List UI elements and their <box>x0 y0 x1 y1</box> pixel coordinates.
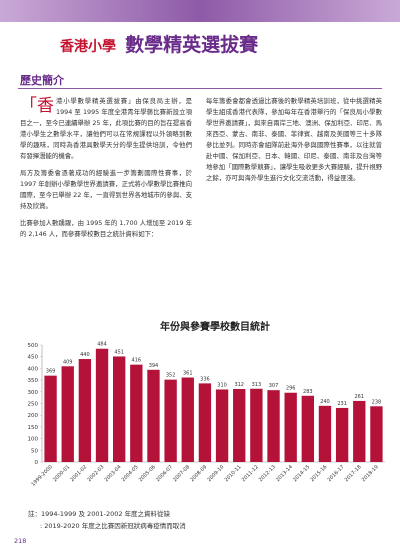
y-tick-label: 0 <box>35 460 39 466</box>
title-small: 香港小學 <box>60 39 116 55</box>
chart-title: 年份與參賽學校數目統計 <box>160 320 270 333</box>
value-label: 307 <box>269 383 279 389</box>
bar <box>130 364 143 462</box>
x-tick-label: 2016-17 <box>327 464 346 483</box>
x-tick-label: 2013-14 <box>275 464 294 483</box>
bar <box>198 383 212 462</box>
value-label: 361 <box>183 371 193 377</box>
x-tick-label: 2006-07 <box>155 464 174 483</box>
x-tick-label: 2015-16 <box>309 464 328 483</box>
y-tick-label: 250 <box>28 402 39 408</box>
value-label: 310 <box>217 382 227 388</box>
paragraph: 比賽參加人數踴躍，由 1995 年的 1,700 人增加至 2019 年的 2,… <box>20 219 192 238</box>
y-tick-label: 50 <box>31 448 38 454</box>
note: 註：1994-1999 及 2001-2002 年度之資料從缺 <box>28 510 171 518</box>
x-tick-label: 2011-12 <box>241 464 260 483</box>
value-label: 440 <box>80 352 90 358</box>
paragraph: 局方及籌委會憑著成功的經驗進一步籌劃國際性賽事，於 1997 年創辦小學數學世界… <box>20 169 192 210</box>
title-large: 數學精英選拔賽 <box>125 34 259 56</box>
x-tick-label: 2010-11 <box>224 464 243 483</box>
bar <box>113 356 126 462</box>
x-tick-label: 2002-03 <box>86 464 105 483</box>
drop-cap: 「香 <box>20 96 54 116</box>
section-rule <box>18 88 382 89</box>
x-tick-label: 2009-10 <box>206 464 225 483</box>
bar <box>164 379 177 462</box>
x-tick-label: 2004-05 <box>121 464 140 483</box>
bar <box>284 392 297 462</box>
value-label: 369 <box>46 369 56 375</box>
value-label: 313 <box>252 382 262 388</box>
right-column: 每年籌委會都會透過比賽後的數學精英培訓班，從中挑選精英學生組成香港代表隊，參加每… <box>206 96 382 190</box>
bar <box>78 359 92 462</box>
page-number: 218 <box>14 537 27 545</box>
value-label: 240 <box>320 399 330 405</box>
x-tick-label: 2017-18 <box>344 464 363 483</box>
value-label: 416 <box>132 358 142 364</box>
x-tick-label: 2007-08 <box>172 464 191 483</box>
x-tick-label: 2018-19 <box>361 464 380 483</box>
header-band <box>0 0 400 22</box>
paragraph: 每年籌委會都會透過比賽後的數學精英培訓班，從中挑選精英學生組成香港代表隊，參加每… <box>206 97 382 182</box>
bar <box>44 375 57 462</box>
x-tick-label: 2005-06 <box>138 464 157 483</box>
y-tick-label: 400 <box>28 366 39 372</box>
value-label: 283 <box>303 389 313 395</box>
header-title: 香港小學 數學精英選拔賽 <box>60 30 258 57</box>
y-tick-label: 350 <box>28 378 39 384</box>
x-tick-label: 2012-13 <box>258 464 277 483</box>
bar <box>301 395 314 462</box>
value-label: 336 <box>200 376 210 382</box>
paragraph-text: 港小學數學精英選拔賽」由保良局主辦，是 1994 至 1995 年度全港青年學藝… <box>20 97 192 160</box>
bar <box>233 388 246 462</box>
bar <box>181 377 194 462</box>
bar <box>335 407 349 462</box>
y-tick-label: 200 <box>28 413 39 419</box>
value-label: 352 <box>166 373 176 379</box>
x-tick-label: 2003-04 <box>104 464 123 483</box>
y-tick-label: 150 <box>28 425 39 431</box>
bar <box>95 348 109 462</box>
note: : 2019-2020 年度之比賽因新冠狀病毒疫情而取消 <box>40 522 186 530</box>
section-heading: 歷史簡介 <box>20 74 64 87</box>
bar <box>147 369 160 462</box>
x-tick-label: 2000-01 <box>52 464 71 483</box>
bar <box>370 406 383 462</box>
left-column: 「香 港小學數學精英選拔賽」由保良局主辦，是 1994 至 1995 年度全港青年… <box>20 96 192 246</box>
bar <box>353 400 366 462</box>
x-tick-label: 2014-15 <box>292 464 311 483</box>
bar <box>61 366 74 462</box>
value-label: 484 <box>97 342 107 348</box>
y-tick-label: 300 <box>28 390 39 396</box>
value-label: 394 <box>149 363 159 369</box>
value-label: 238 <box>372 399 382 405</box>
x-tick-label: 1999-2000 <box>30 464 54 488</box>
x-tick-label: 2008-09 <box>189 464 208 483</box>
y-tick-label: 450 <box>28 355 39 361</box>
value-label: 409 <box>63 359 73 365</box>
bar <box>318 405 332 462</box>
value-label: 231 <box>337 401 347 407</box>
bar <box>215 389 229 462</box>
bar <box>267 390 280 462</box>
y-tick-label: 500 <box>28 343 39 349</box>
y-tick-label: 100 <box>28 437 39 443</box>
value-label: 296 <box>286 386 296 392</box>
value-label: 312 <box>234 382 244 388</box>
paragraph: 「香 港小學數學精英選拔賽」由保良局主辦，是 1994 至 1995 年度全港青年… <box>20 96 192 162</box>
value-label: 261 <box>355 394 365 400</box>
value-label: 451 <box>114 349 124 355</box>
bar <box>250 388 263 462</box>
x-tick-label: 2001-02 <box>69 464 88 483</box>
